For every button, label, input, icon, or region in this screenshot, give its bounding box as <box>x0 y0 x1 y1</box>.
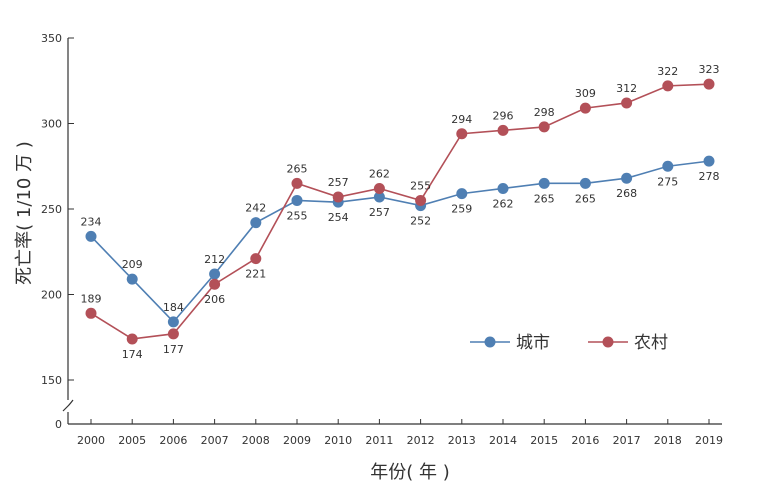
x-tick-label: 2006 <box>159 434 187 447</box>
data-point <box>126 333 138 345</box>
data-label-urban: 252 <box>410 215 431 228</box>
data-point <box>373 191 385 203</box>
data-point <box>415 194 427 206</box>
x-tick-label: 2008 <box>242 434 270 447</box>
data-label-urban: 262 <box>493 197 514 210</box>
data-label-urban: 255 <box>287 209 308 222</box>
x-tick-label: 2017 <box>613 434 641 447</box>
data-labels: 234 209 184 212 242 255 254 257 252 259 262 265 265 2… <box>81 63 720 361</box>
data-label-rural: 323 <box>699 63 720 76</box>
data-point <box>85 230 97 242</box>
y-tick-label: 250 <box>41 203 62 216</box>
data-point <box>209 278 221 290</box>
x-tick-label: 2010 <box>324 434 352 447</box>
data-label-rural: 255 <box>410 179 431 192</box>
data-label-rural: 262 <box>369 167 390 180</box>
x-tick-label: 2018 <box>654 434 682 447</box>
data-label-rural: 296 <box>493 109 514 122</box>
data-label-rural: 257 <box>328 176 349 189</box>
x-tick-label: 2016 <box>571 434 599 447</box>
legend-label: 城市 <box>516 333 550 353</box>
x-tick-label: 2013 <box>448 434 476 447</box>
data-point <box>662 80 674 92</box>
x-tick-label: 2019 <box>695 434 723 447</box>
y-tick-label-zero: 0 <box>55 418 62 431</box>
axes: 350 300 250 200 150 0 2000 2005 2006 2007 2008 2009… <box>41 32 723 447</box>
data-label-urban: 212 <box>204 253 225 266</box>
y-axis-title: 死亡率( 1/10 万 ) <box>14 141 35 285</box>
x-tick-label: 2007 <box>201 434 229 447</box>
x-tick-label: 2005 <box>118 434 146 447</box>
data-point <box>291 194 303 206</box>
y-tick-label: 300 <box>41 118 62 131</box>
x-tick-label: 2009 <box>283 434 311 447</box>
data-point <box>250 217 262 229</box>
data-point <box>456 188 468 200</box>
data-label-rural: 221 <box>245 268 266 281</box>
y-tick-label: 350 <box>41 32 62 45</box>
series-line-rural <box>90 83 710 340</box>
data-point <box>538 177 550 189</box>
data-point <box>621 172 633 184</box>
data-point <box>703 78 715 90</box>
data-point <box>167 316 179 328</box>
data-point <box>332 191 344 203</box>
data-point <box>703 155 715 167</box>
data-point <box>497 182 509 194</box>
legend-swatch-marker <box>602 336 614 348</box>
axis-break-mark <box>62 399 74 412</box>
data-label-urban: 275 <box>657 175 678 188</box>
y-tick-label: 150 <box>41 374 62 387</box>
data-point <box>250 253 262 265</box>
x-tick-label: 2012 <box>407 434 435 447</box>
data-point <box>167 328 179 340</box>
data-point <box>373 182 385 194</box>
data-label-rural: 312 <box>616 82 637 95</box>
data-label-urban: 265 <box>575 192 596 205</box>
data-point <box>209 268 221 280</box>
x-tick-label: 2011 <box>365 434 393 447</box>
data-label-urban: 268 <box>616 187 637 200</box>
data-point <box>662 160 674 172</box>
data-label-urban: 257 <box>369 206 390 219</box>
data-label-rural: 322 <box>657 65 678 78</box>
data-label-urban: 259 <box>451 203 472 216</box>
legend-swatch-marker <box>484 336 496 348</box>
data-point <box>456 128 468 140</box>
x-tick-label: 2015 <box>530 434 558 447</box>
legend-label: 农村 <box>634 333 668 353</box>
legend: 城市 农村 <box>470 333 668 353</box>
data-label-urban: 242 <box>245 202 266 215</box>
data-label-rural: 189 <box>81 292 102 305</box>
data-label-rural: 265 <box>287 162 308 175</box>
data-point <box>497 124 509 136</box>
data-label-rural: 309 <box>575 87 596 100</box>
x-tick-label: 2000 <box>77 434 105 447</box>
data-point <box>579 177 591 189</box>
data-point <box>85 307 97 319</box>
data-label-rural: 298 <box>534 106 555 119</box>
data-label-rural: 177 <box>163 343 184 356</box>
data-label-urban: 254 <box>328 211 349 224</box>
data-label-rural: 294 <box>451 113 472 126</box>
data-label-urban: 184 <box>163 301 184 314</box>
data-label-urban: 209 <box>122 258 143 271</box>
data-label-urban: 278 <box>699 170 720 183</box>
y-tick-label: 200 <box>41 289 62 302</box>
data-point <box>291 177 303 189</box>
data-label-rural: 174 <box>122 348 143 361</box>
data-point <box>126 273 138 285</box>
series-line-urban <box>90 160 710 324</box>
data-label-rural: 206 <box>204 293 225 306</box>
x-tick-label: 2014 <box>489 434 517 447</box>
data-label-urban: 234 <box>81 215 102 228</box>
data-point <box>538 121 550 133</box>
x-axis-title: 年份( 年 ) <box>370 462 450 483</box>
data-point <box>579 102 591 114</box>
series-lines <box>85 78 715 345</box>
data-point <box>621 97 633 109</box>
data-label-urban: 265 <box>534 192 555 205</box>
